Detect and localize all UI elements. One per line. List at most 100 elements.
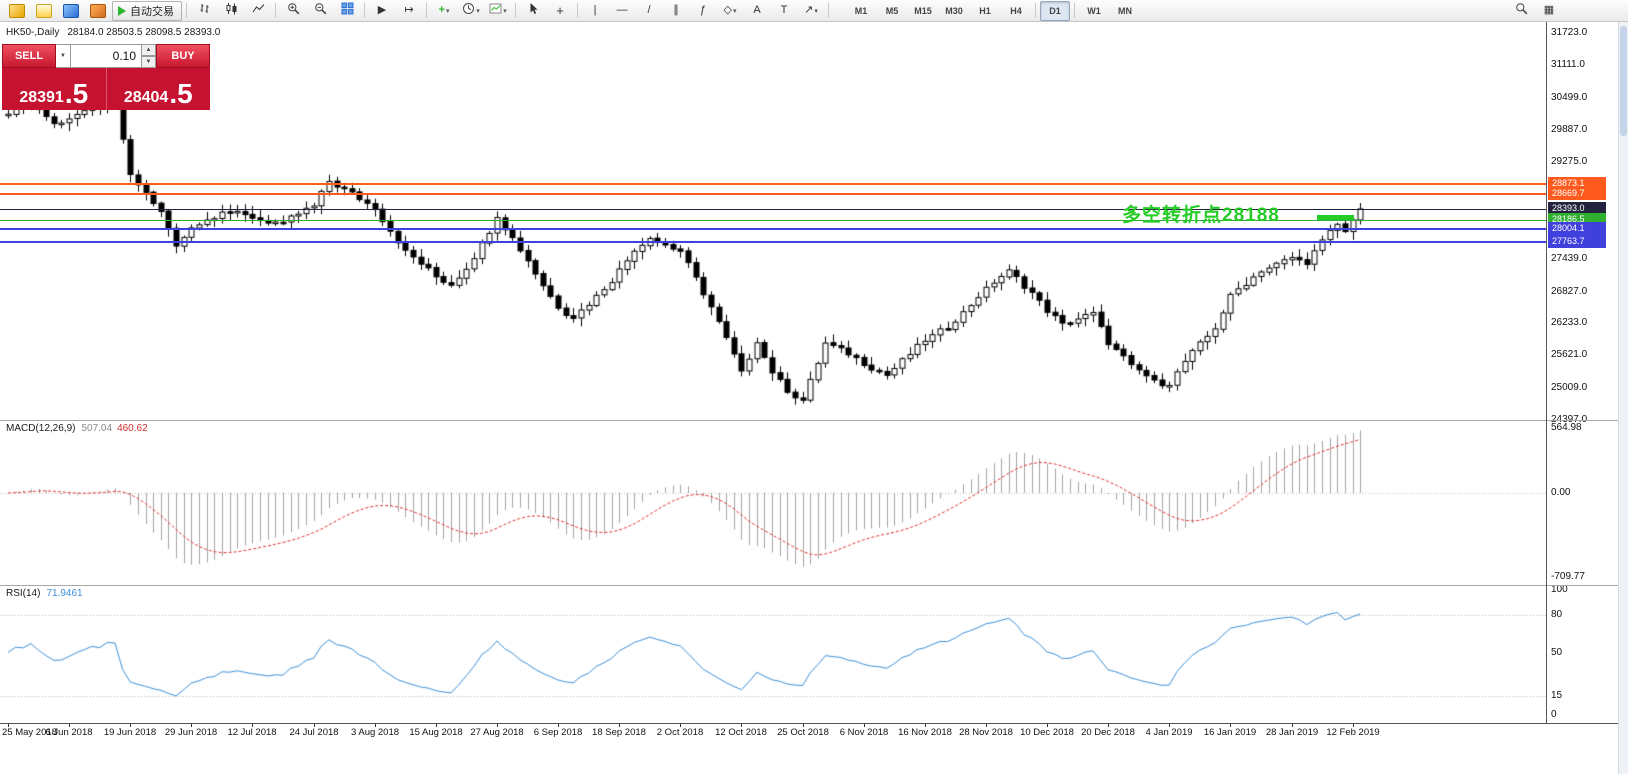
bar-chart-button[interactable] <box>191 1 217 21</box>
macd-canvas[interactable] <box>0 420 1546 585</box>
arrows-button[interactable]: ↗ ▾ <box>798 1 824 21</box>
shapes-icon: ◇ <box>723 4 732 16</box>
one-click-trading-panel: SELL ▼ 0.10 ▲ ▼ BUY 28391.5 28404.5 <box>2 44 210 110</box>
main-toolbar: 自动交易 ▶ ↦ + ▾ ▾ ▾ + | — / ∥ ƒ ◇ ▾ A T ↗ ▾ M1 M5 M15 M30 H1 H4 D1 W1… <box>0 0 1628 22</box>
text-button[interactable]: A <box>744 1 770 21</box>
timeframe-h4-button[interactable]: H4 <box>1010 5 1022 16</box>
order-type-dropdown[interactable]: ▼ <box>56 44 71 68</box>
auto-scroll-button[interactable]: ▶ <box>369 1 395 21</box>
fibonacci-icon: ƒ <box>699 4 707 16</box>
text-label-button[interactable]: T <box>771 1 797 21</box>
price-tag: 28393.0 <box>1548 202 1606 215</box>
timeframe-h1-button[interactable]: H1 <box>979 5 991 16</box>
rsi-indicator-label: RSI(14) 71.9461 <box>6 588 83 599</box>
text-label-icon: T <box>780 4 788 16</box>
line-chart-button[interactable] <box>245 1 271 21</box>
date-label: 20 Dec 2018 <box>1081 727 1135 738</box>
buy-price-pips: .5 <box>169 78 193 110</box>
price-tag: 28873.1 <box>1548 177 1606 190</box>
fibonacci-button[interactable]: ƒ <box>690 1 716 21</box>
pane-splitter-rsi[interactable] <box>0 585 1618 586</box>
toolbar-separator <box>1035 3 1036 18</box>
candlestick-chart-button[interactable] <box>218 1 244 21</box>
pivot-line-segment[interactable] <box>1317 215 1354 220</box>
date-label: 12 Jul 2018 <box>227 727 277 738</box>
toolbar-separator <box>577 3 578 18</box>
timeframe-mn-button[interactable]: MN <box>1118 5 1132 16</box>
shapes-button[interactable]: ◇ ▾ <box>717 1 743 21</box>
date-label: 25 Oct 2018 <box>777 727 829 738</box>
templates-icon <box>489 2 502 20</box>
chart-shift-button[interactable]: ↦ <box>396 1 422 21</box>
date-label: 6 Nov 2018 <box>839 727 889 738</box>
market-watch-button[interactable] <box>58 1 84 21</box>
toolbar-separator <box>186 3 187 18</box>
vertical-line-button[interactable]: | <box>582 1 608 21</box>
price-chart-canvas[interactable] <box>0 22 1546 420</box>
buy-button[interactable]: BUY <box>156 44 210 68</box>
date-label: 16 Jan 2019 <box>1203 727 1257 738</box>
pane-splitter-macd[interactable] <box>0 420 1618 421</box>
timeframe-m5-button[interactable]: M5 <box>885 5 899 16</box>
pivot-annotation[interactable]: 多空转折点28188 <box>1122 205 1280 226</box>
bar-chart-icon <box>198 2 211 20</box>
toolbar-separator <box>515 3 516 18</box>
rsi-name: RSI(14) <box>6 588 41 599</box>
date-label: 27 Aug 2018 <box>470 727 524 738</box>
shapes-dropdown-icon[interactable]: ▾ <box>732 7 737 15</box>
timeframe-m30-button[interactable]: M30 <box>945 5 963 16</box>
scrollbar-thumb[interactable] <box>1620 26 1627 136</box>
toolbar-separator <box>364 3 365 18</box>
volume-input[interactable]: 0.10 <box>71 44 142 68</box>
navigator-button[interactable] <box>85 1 111 21</box>
market-watch-icon <box>63 3 79 18</box>
rsi-axis-label: 80 <box>1551 609 1563 620</box>
indicators-button[interactable]: + ▾ <box>431 1 457 21</box>
line-chart-icon <box>252 2 265 20</box>
sell-button[interactable]: SELL <box>2 44 56 68</box>
equidistant-channel-button[interactable]: ∥ <box>663 1 689 21</box>
timeframe-m15-button[interactable]: M15 <box>914 5 932 16</box>
ohlc-info-line: HK50-,Daily 28184.0 28503.5 28098.5 28393… <box>6 27 220 38</box>
zoom-in-button[interactable] <box>280 1 306 21</box>
horizontal-line-button[interactable]: — <box>609 1 635 21</box>
text-icon: A <box>753 4 761 16</box>
ohlc-values: 28184.0 28503.5 28098.5 28393.0 <box>67 27 221 38</box>
autotrading-icon <box>118 5 126 16</box>
rsi-axis-label: 15 <box>1551 690 1563 701</box>
cursor-button[interactable] <box>520 1 546 21</box>
rsi-canvas[interactable] <box>0 585 1546 723</box>
buy-price-display[interactable]: 28404.5 <box>105 68 211 110</box>
new-order-button[interactable] <box>4 1 30 21</box>
timeframe-w1-button[interactable]: W1 <box>1087 5 1101 16</box>
indicators-dropdown-icon[interactable]: ▾ <box>445 7 450 15</box>
date-label: 24 Jul 2018 <box>289 727 339 738</box>
rsi-value: 71.9461 <box>46 588 83 599</box>
search-button[interactable] <box>1508 1 1534 21</box>
trendline-button[interactable]: / <box>636 1 662 21</box>
price-axis-label: 31723.0 <box>1551 27 1588 38</box>
vertical-scrollbar[interactable] <box>1618 22 1628 774</box>
volume-decrease-button[interactable]: ▼ <box>142 56 156 68</box>
templates-button[interactable]: ▾ <box>485 1 511 21</box>
crosshair-icon: + <box>556 3 564 18</box>
timeframe-d1-button[interactable]: D1 <box>1040 0 1070 21</box>
periods-icon <box>462 2 475 20</box>
arrows-dropdown-icon[interactable]: ▾ <box>814 7 818 15</box>
price-axis-label: 25621.0 <box>1551 349 1588 360</box>
periods-button[interactable]: ▾ <box>458 1 484 21</box>
crosshair-button[interactable]: + <box>547 1 573 21</box>
sell-price-display[interactable]: 28391.5 <box>2 68 106 110</box>
autotrading-button[interactable]: 自动交易 <box>112 0 182 21</box>
templates-dropdown-icon[interactable]: ▾ <box>503 7 507 15</box>
zoom-out-button[interactable] <box>307 1 333 21</box>
volume-increase-button[interactable]: ▲ <box>142 44 156 56</box>
data-window-button[interactable]: ▦ <box>1536 1 1562 21</box>
timeframe-m1-button[interactable]: M1 <box>854 5 868 16</box>
macd-name: MACD(12,26,9) <box>6 423 76 434</box>
tile-windows-button[interactable] <box>334 1 360 21</box>
periods-dropdown-icon[interactable]: ▾ <box>476 7 480 15</box>
macd-indicator-label: MACD(12,26,9) 507.04 460.62 <box>6 423 148 434</box>
charts-button[interactable] <box>31 1 57 21</box>
